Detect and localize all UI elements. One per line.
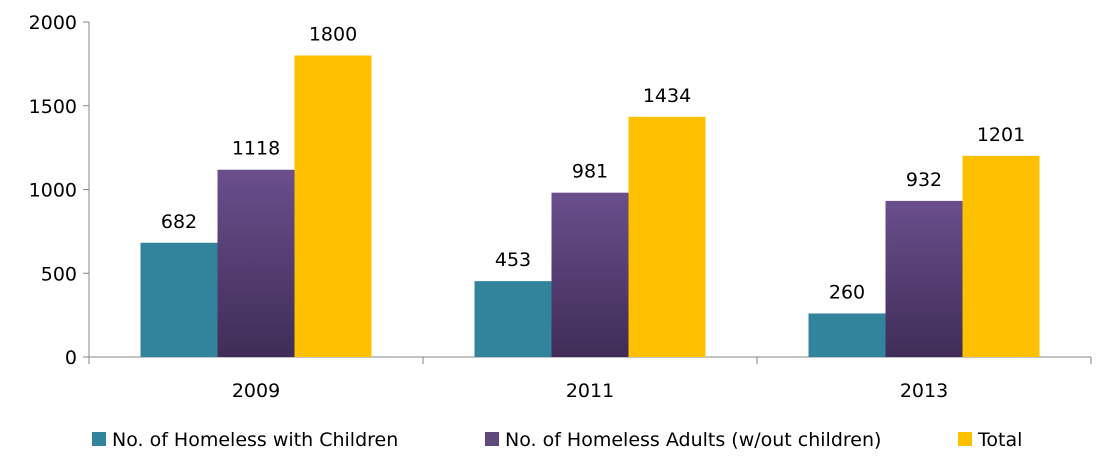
legend: No. of Homeless with Children No. of Home… xyxy=(92,429,1022,451)
data-label: 260 xyxy=(829,281,865,303)
legend-label: No. of Homeless with Children xyxy=(112,429,398,451)
bars xyxy=(140,55,1040,358)
data-label: 932 xyxy=(906,169,942,191)
legend-swatch xyxy=(92,432,106,446)
x-tick-label: 2011 xyxy=(566,380,614,402)
data-label: 453 xyxy=(495,249,531,271)
data-label: 1434 xyxy=(643,85,691,107)
legend-swatch xyxy=(958,432,972,446)
data-label: 981 xyxy=(572,161,608,183)
bar xyxy=(140,242,218,357)
bar xyxy=(217,169,295,357)
data-label: 1201 xyxy=(977,124,1025,146)
x-tick-label: 2009 xyxy=(232,380,280,402)
x-tick-label: 2013 xyxy=(900,380,948,402)
legend-label: No. of Homeless Adults (w/out children) xyxy=(505,429,881,451)
legend-swatch xyxy=(485,432,499,446)
y-tick-label: 500 xyxy=(41,263,77,285)
legend-label: Total xyxy=(977,429,1022,451)
data-label: 682 xyxy=(161,211,197,233)
bar xyxy=(551,192,629,357)
y-tick-label: 1000 xyxy=(29,180,77,202)
y-tick-label: 2000 xyxy=(29,12,77,34)
data-label: 1118 xyxy=(232,138,280,160)
bar xyxy=(474,281,552,357)
y-tick-label: 0 xyxy=(65,347,77,369)
bar xyxy=(808,313,886,357)
data-label: 1800 xyxy=(309,24,357,46)
bar xyxy=(885,200,963,357)
bar xyxy=(294,55,372,357)
bar xyxy=(962,155,1040,357)
y-tick-label: 1500 xyxy=(29,96,77,118)
data-labels: 682 1118 1800 453 981 1434 260 932 1201 xyxy=(161,24,1025,304)
bar xyxy=(628,116,706,358)
